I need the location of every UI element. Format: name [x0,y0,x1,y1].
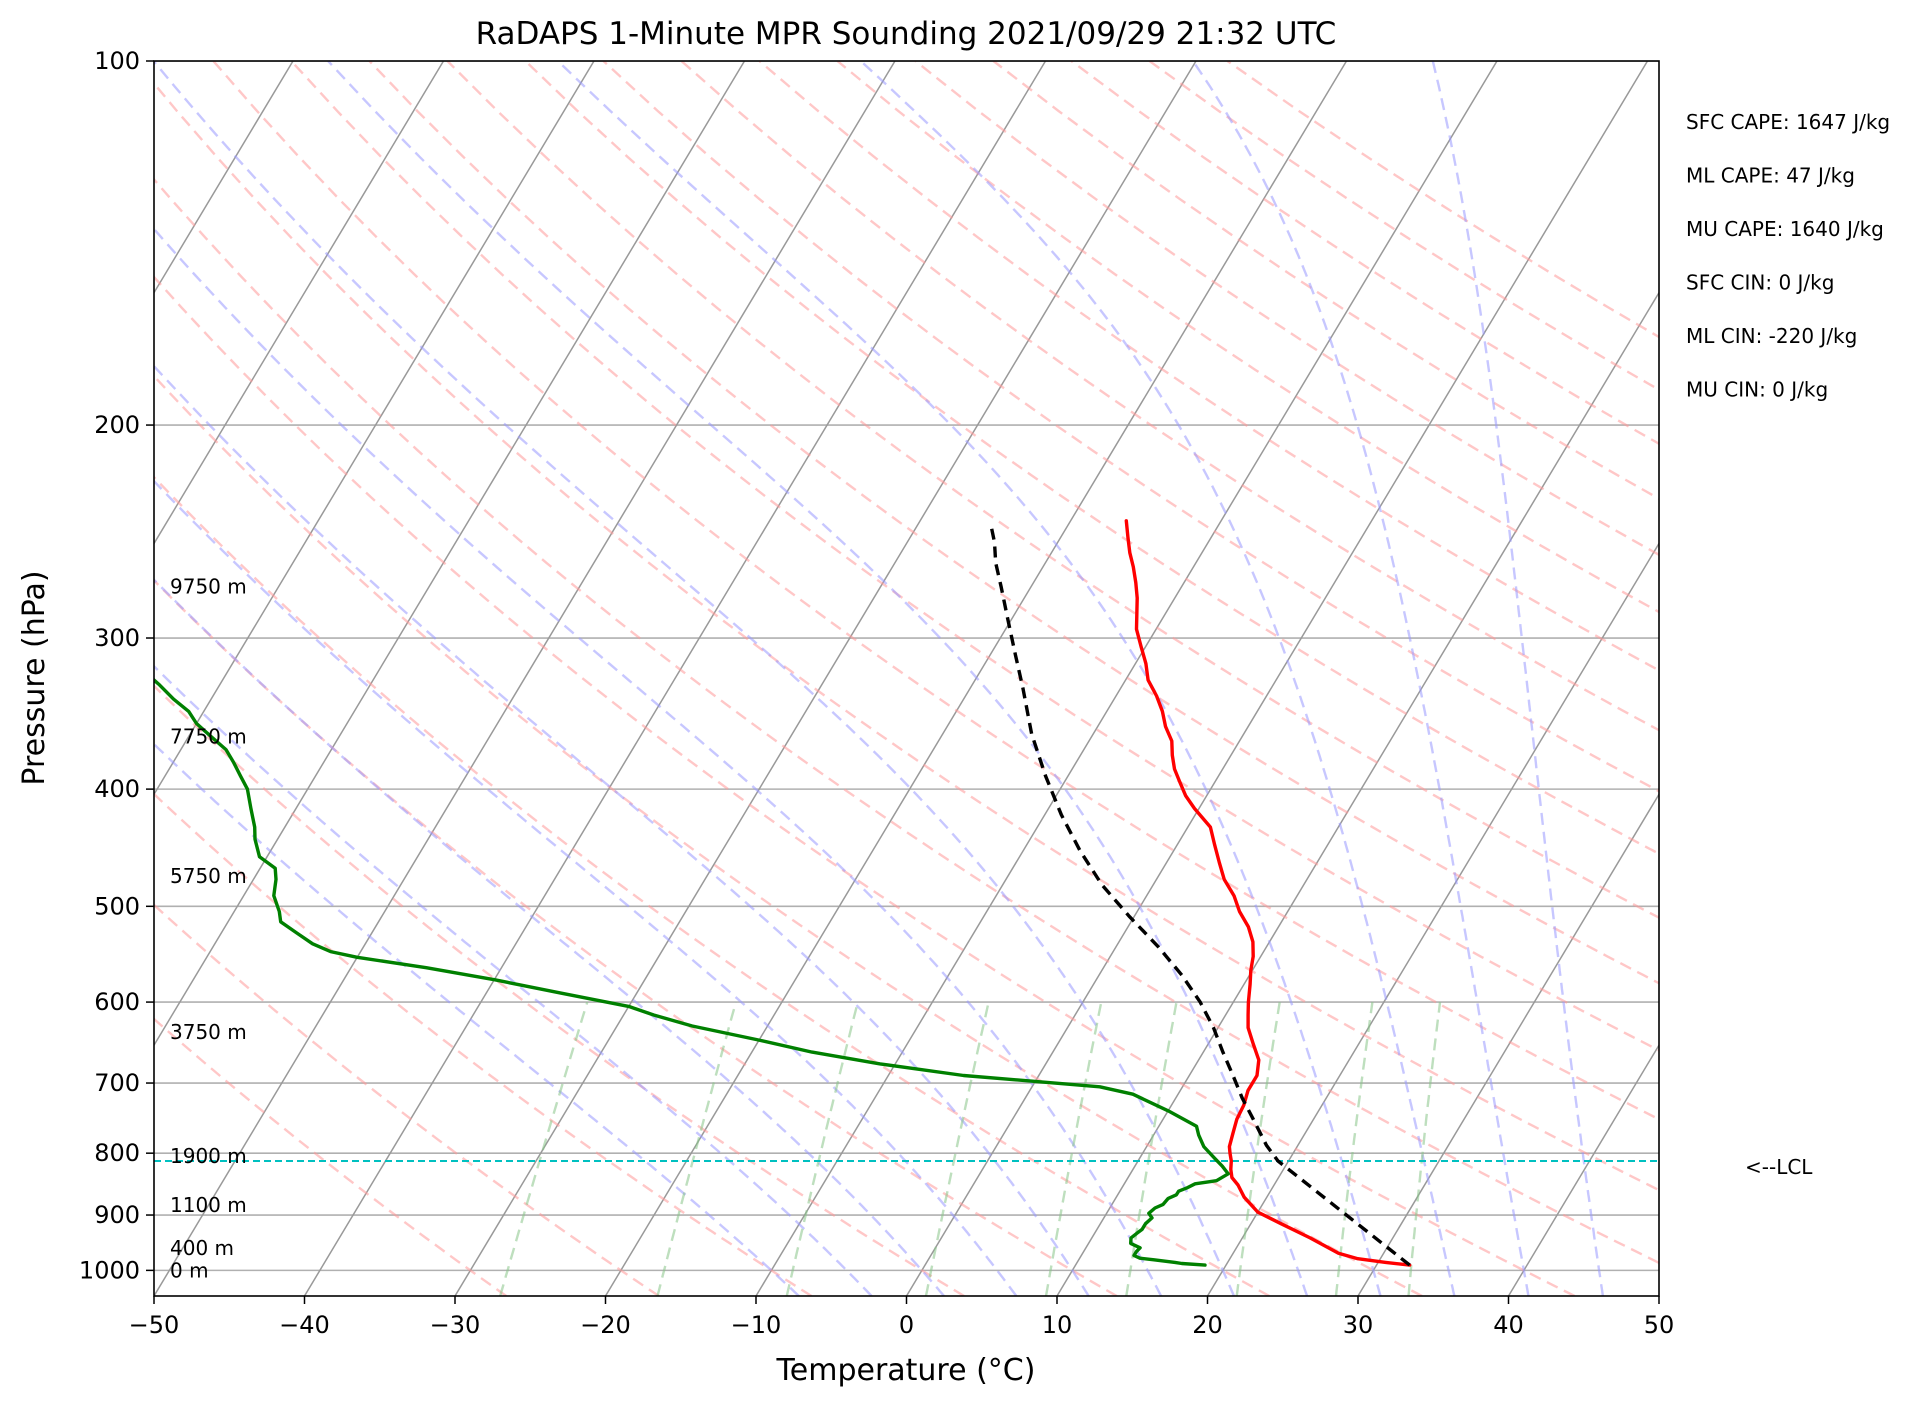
height-label: 1100 m [170,1193,247,1217]
y-tick-label: 300 [94,624,140,652]
stability-annotation: ML CIN: -220 J/kg [1686,324,1857,348]
stability-annotation: SFC CAPE: 1647 J/kg [1686,110,1890,134]
y-tick-label: 600 [94,988,140,1016]
stability-annotation: MU CAPE: 1640 J/kg [1686,217,1884,241]
y-tick-label: 400 [94,775,140,803]
y-tick-label: 800 [94,1139,140,1167]
stability-annotation: MU CIN: 0 J/kg [1686,378,1828,402]
height-label: 1900 m [170,1144,247,1168]
y-tick-label: 100 [94,47,140,75]
height-label: 5750 m [170,864,247,888]
x-tick-label: 20 [1192,1311,1223,1339]
x-tick-label: 10 [1042,1311,1073,1339]
x-axis-title: Temperature (°C) [776,1353,1036,1388]
y-tick-label: 700 [94,1069,140,1097]
chart-title: RaDAPS 1-Minute MPR Sounding 2021/09/29 … [476,16,1337,52]
stability-annotation: SFC CIN: 0 J/kg [1686,271,1834,295]
y-tick-label: 900 [94,1201,140,1229]
y-tick-label: 1000 [79,1256,140,1284]
stability-annotation: ML CAPE: 47 J/kg [1686,164,1855,188]
x-tick-label: 0 [899,1311,914,1339]
x-tick-label: −30 [430,1311,481,1339]
x-tick-label: 40 [1493,1311,1524,1339]
x-tick-label: −10 [731,1311,782,1339]
x-tick-label: −40 [279,1311,330,1339]
lcl-label: <--LCL [1745,1155,1813,1179]
height-label: 400 m [170,1236,234,1260]
y-axis-title: Pressure (hPa) [17,570,52,785]
height-label: 9750 m [170,575,247,599]
height-label: 0 m [170,1258,209,1282]
height-label: 3750 m [170,1020,247,1044]
x-tick-label: −20 [580,1311,631,1339]
y-tick-label: 500 [94,892,140,920]
height-label: 7750 m [170,725,247,749]
x-tick-label: 30 [1343,1311,1374,1339]
y-tick-label: 200 [94,411,140,439]
x-tick-label: 50 [1644,1311,1675,1339]
x-tick-label: −50 [129,1311,180,1339]
